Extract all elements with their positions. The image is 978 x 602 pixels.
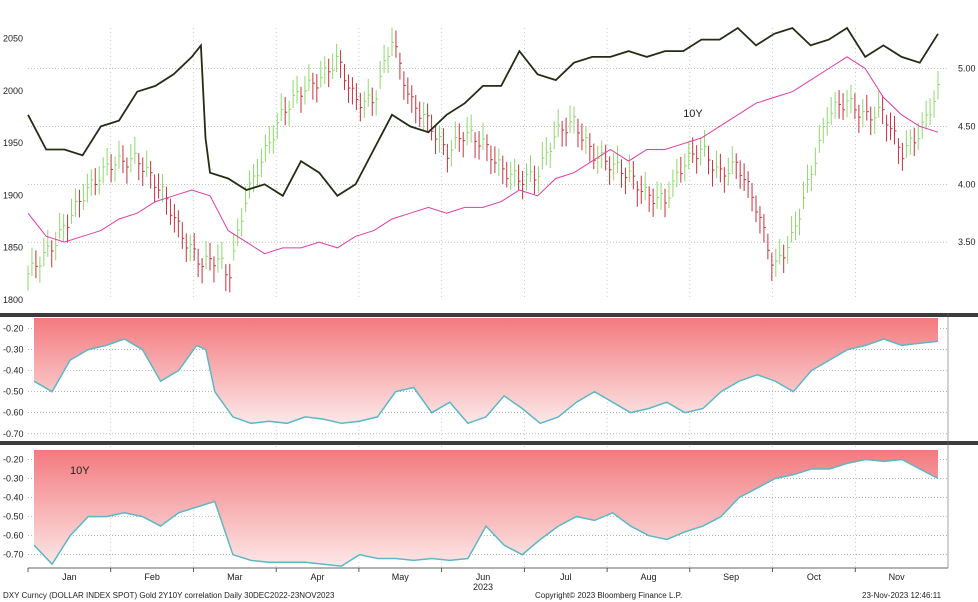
ohlc-bars <box>27 27 940 293</box>
price-lines <box>27 26 939 255</box>
left-axis-tick: 1850 <box>3 243 23 253</box>
month-label: Oct <box>807 572 822 582</box>
corr-lower-tick: -0.30 <box>3 474 24 484</box>
series-line-pink <box>27 56 939 255</box>
annotation-10y-lower: 10Y <box>70 465 90 477</box>
month-label: Mar <box>227 572 243 582</box>
corr-upper-tick: -0.30 <box>3 345 24 355</box>
correlation-upper-panel <box>28 318 948 435</box>
left-axis-tick: 2000 <box>3 86 23 96</box>
month-label: Apr <box>311 572 325 582</box>
corr-upper-tick: -0.40 <box>3 366 24 376</box>
month-label: Feb <box>144 572 160 582</box>
series-line-dark <box>27 26 939 198</box>
corr-lower-tick: -0.20 <box>3 455 24 465</box>
separator-lower <box>0 441 978 445</box>
right-axis-tick: 4.00 <box>958 179 976 189</box>
separator-upper <box>0 313 978 317</box>
corr-lower-edge <box>33 458 939 567</box>
month-label: Sep <box>723 572 739 582</box>
annotation-10y-top: 10Y <box>683 108 703 120</box>
left-axis-tick: 1900 <box>3 190 23 200</box>
corr-lower-tick: -0.40 <box>3 493 24 503</box>
month-label: May <box>392 572 410 582</box>
footer-right: 23-Nov-2023 12:46:11 <box>862 591 942 600</box>
corr-lower-tick: -0.70 <box>3 550 24 560</box>
right-axis-tick: 5.00 <box>958 64 976 74</box>
month-label: Jan <box>62 572 77 582</box>
panel-separators <box>0 313 978 568</box>
month-label: Nov <box>889 572 906 582</box>
year-label: 2023 <box>473 582 493 592</box>
right-axis-tick: 4.50 <box>958 121 976 131</box>
corr-upper-tick: -0.50 <box>3 387 24 397</box>
correlation-lower-panel <box>28 450 948 567</box>
left-axis-tick: 1950 <box>3 138 23 148</box>
left-axis-tick: 2050 <box>3 33 23 43</box>
corr-lower-fill <box>34 450 938 567</box>
footer-left: DXY Curncy (DOLLAR INDEX SPOT) Gold 2Y10… <box>3 591 335 600</box>
corr-upper-tick: -0.60 <box>3 408 24 418</box>
corr-upper-fill <box>34 318 938 424</box>
corr-lower-tick: -0.50 <box>3 512 24 522</box>
corr-lower-tick: -0.60 <box>3 531 24 541</box>
axis-ticks: 3.50 4.00 4.50 5.00 1800 1850 1900 1950 2000 2050… <box>3 33 976 592</box>
month-label: Jul <box>560 572 572 582</box>
footer-center: Copyright© 2023 Bloomberg Finance L.P. <box>535 591 683 600</box>
month-label: Jun <box>476 572 491 582</box>
left-axis-tick: 1800 <box>3 295 23 305</box>
corr-upper-tick: -0.70 <box>3 429 24 439</box>
corr-upper-tick: -0.20 <box>3 324 24 334</box>
month-label: Aug <box>640 572 656 582</box>
right-axis-tick: 3.50 <box>958 237 976 247</box>
corr-upper-edge <box>33 338 939 425</box>
